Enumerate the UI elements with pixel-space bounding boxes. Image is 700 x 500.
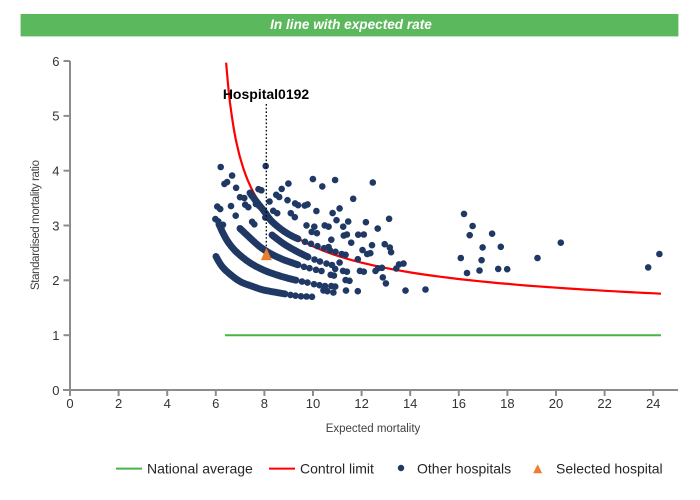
svg-text:4: 4 bbox=[52, 164, 59, 179]
svg-text:Other hospitals: Other hospitals bbox=[417, 461, 511, 477]
svg-text:0: 0 bbox=[52, 383, 59, 398]
svg-text:18: 18 bbox=[500, 396, 514, 411]
svg-text:4: 4 bbox=[164, 396, 171, 411]
svg-text:22: 22 bbox=[597, 396, 611, 411]
svg-text:2: 2 bbox=[52, 273, 59, 288]
svg-text:Control limit: Control limit bbox=[300, 461, 374, 477]
svg-text:National average: National average bbox=[147, 461, 253, 477]
svg-text:16: 16 bbox=[452, 396, 466, 411]
svg-text:6: 6 bbox=[212, 396, 219, 411]
svg-text:12: 12 bbox=[354, 396, 368, 411]
svg-text:5: 5 bbox=[52, 109, 59, 124]
svg-text:In line with expected rate: In line with expected rate bbox=[270, 17, 432, 32]
svg-text:Standardised mortality ratio: Standardised mortality ratio bbox=[30, 160, 42, 290]
svg-text:10: 10 bbox=[306, 396, 320, 411]
svg-text:14: 14 bbox=[403, 396, 417, 411]
svg-text:Selected hospital: Selected hospital bbox=[556, 461, 663, 477]
svg-text:8: 8 bbox=[261, 396, 268, 411]
svg-text:2: 2 bbox=[115, 396, 122, 411]
svg-text:6: 6 bbox=[52, 54, 59, 69]
svg-text:Hospital0192: Hospital0192 bbox=[223, 86, 310, 102]
svg-text:0: 0 bbox=[66, 396, 73, 411]
svg-text:20: 20 bbox=[549, 396, 563, 411]
svg-text:24: 24 bbox=[646, 396, 660, 411]
svg-text:Expected mortality: Expected mortality bbox=[326, 423, 421, 435]
svg-text:1: 1 bbox=[52, 328, 59, 343]
svg-text:3: 3 bbox=[52, 218, 59, 233]
